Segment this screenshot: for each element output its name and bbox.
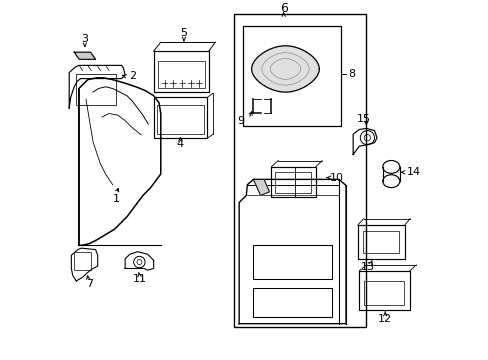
Bar (271, 167, 315, 197)
Text: 9: 9 (237, 116, 244, 126)
Text: 3: 3 (81, 34, 88, 44)
Text: 14: 14 (406, 167, 420, 177)
Bar (359, 271, 409, 310)
Polygon shape (253, 179, 269, 195)
Bar (357, 225, 404, 259)
Text: 2: 2 (128, 71, 136, 81)
Polygon shape (74, 52, 95, 59)
Text: 8: 8 (347, 69, 354, 79)
Text: 7: 7 (86, 279, 93, 289)
Text: 11: 11 (132, 274, 146, 284)
Bar (253, 288, 331, 316)
Text: 13: 13 (360, 262, 374, 272)
Bar (242, 26, 340, 126)
Text: 6: 6 (279, 2, 287, 15)
Bar (362, 231, 398, 253)
Bar (158, 61, 204, 88)
Text: 1: 1 (113, 194, 120, 204)
Bar (153, 51, 208, 92)
Text: 4: 4 (177, 139, 183, 149)
Bar (157, 105, 203, 134)
Text: 5: 5 (180, 28, 187, 38)
Bar (253, 245, 331, 279)
Polygon shape (251, 46, 319, 92)
Bar (153, 98, 207, 138)
Bar (76, 74, 115, 104)
Text: 12: 12 (377, 314, 391, 324)
Text: 10: 10 (329, 172, 343, 183)
Bar (74, 252, 91, 270)
Bar (363, 281, 403, 305)
Text: 15: 15 (356, 114, 370, 124)
Bar (233, 14, 365, 327)
Bar (275, 172, 310, 193)
